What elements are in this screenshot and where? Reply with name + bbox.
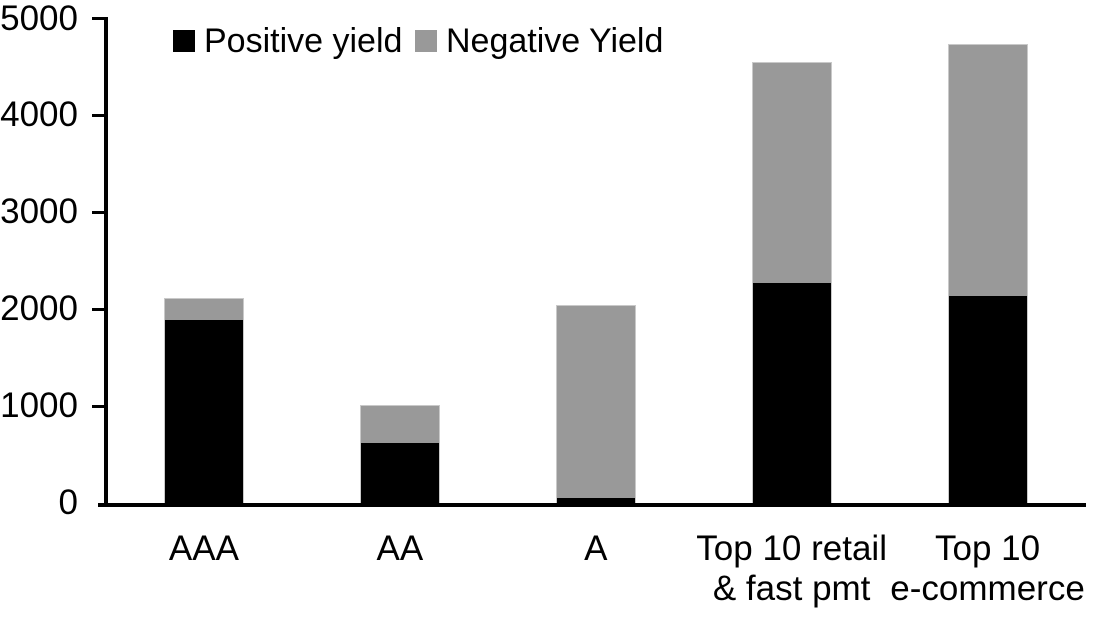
bar-stack [751,62,832,503]
bar-segment-positive-yield [164,319,243,503]
bar-segment-positive-yield [948,295,1027,503]
x-category-label: AA [376,529,424,568]
x-category-label: A [584,529,608,568]
y-tick-mark [92,404,106,408]
bar-segment-negative-yield [948,44,1027,296]
bar-stack [555,305,636,503]
bar-stack [163,297,244,503]
bar-segment-negative-yield [164,298,243,320]
bar-segment-negative-yield [360,406,439,443]
bar-segment-negative-yield [752,63,831,284]
legend-item-negative-yield: Negative Yield [415,22,663,60]
positive-yield-swatch-icon [173,30,195,52]
y-tick-label: 5000 [0,0,78,38]
x-category-label: AAA [168,529,239,568]
y-tick-label: 4000 [0,95,78,135]
bar-segment-positive-yield [752,283,831,503]
x-axis-line [98,503,1086,507]
y-tick-mark [92,307,106,311]
negative-yield-swatch-icon [415,30,437,52]
y-tick-mark [92,210,106,214]
bar-segment-positive-yield [556,498,635,503]
y-tick-label: 2000 [0,289,78,329]
x-category-label: Top 10 retail & fast pmt [696,529,887,608]
bar-stack [359,405,440,503]
bar-segment-positive-yield [360,442,439,503]
y-tick-label: 1000 [0,386,78,426]
y-tick-label: 3000 [0,192,78,232]
legend-label-negative-yield: Negative Yield [446,22,664,60]
y-tick-mark [92,113,106,117]
y-axis-line [104,17,108,507]
bar-segment-negative-yield [556,306,635,499]
x-category-label: Top 10 e-commerce [890,529,1085,608]
legend-item-positive-yield: Positive yield [173,22,402,60]
y-tick-mark [92,17,106,20]
y-tick-label: 0 [58,483,78,522]
legend-label-positive-yield: Positive yield [204,22,403,60]
bar-stack [947,43,1028,503]
